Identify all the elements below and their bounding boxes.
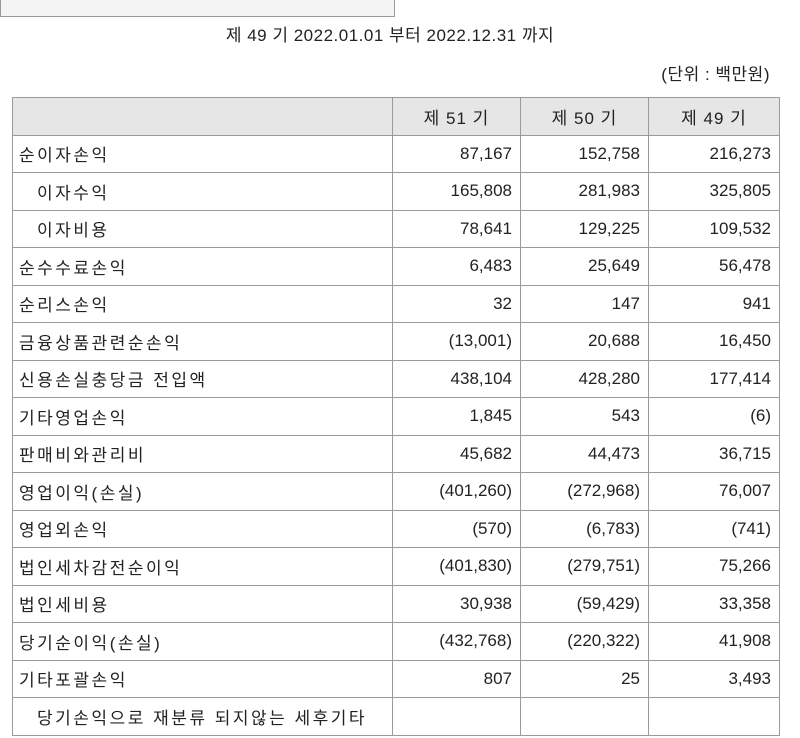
- value-cell: 33,358: [648, 584, 780, 623]
- value-cell: 75,266: [648, 547, 780, 586]
- table-row: 순리스손익 32 147 941: [12, 284, 780, 323]
- value-cell: (279,751): [520, 547, 649, 586]
- row-label: 판매비와관리비: [12, 434, 393, 473]
- value-cell: (6,783): [520, 509, 649, 548]
- row-label: 영업이익(손실): [12, 472, 393, 511]
- row-label: 이자수익: [12, 172, 393, 211]
- table-row: 당기손익으로 재분류 되지않는 세후기타: [12, 697, 780, 736]
- value-cell: 56,478: [648, 247, 780, 286]
- row-label: 법인세차감전순이익: [12, 547, 393, 586]
- value-cell: (432,768): [392, 622, 521, 661]
- value-cell: 1,845: [392, 397, 521, 436]
- table-row: 신용손실충당금 전입액 438,104 428,280 177,414: [12, 359, 780, 398]
- value-cell: 30,938: [392, 584, 521, 623]
- value-cell: 76,007: [648, 472, 780, 511]
- row-label: 순리스손익: [12, 284, 393, 323]
- value-cell: 543: [520, 397, 649, 436]
- header-cell: 제 50 기: [520, 97, 649, 136]
- value-cell: [392, 697, 521, 736]
- value-cell: 78,641: [392, 209, 521, 248]
- value-cell: 807: [392, 659, 521, 698]
- table-row: 판매비와관리비 45,682 44,473 36,715: [12, 434, 780, 473]
- value-cell: 44,473: [520, 434, 649, 473]
- value-cell: 45,682: [392, 434, 521, 473]
- row-label: 영업외손익: [12, 509, 393, 548]
- value-cell: 32: [392, 284, 521, 323]
- header-cell: [12, 97, 393, 136]
- table-row: 기타영업손익 1,845 543 (6): [12, 397, 780, 436]
- table-row: 금융상품관련순손익 (13,001) 20,688 16,450: [12, 322, 780, 361]
- value-cell: 428,280: [520, 359, 649, 398]
- value-cell: (401,830): [392, 547, 521, 586]
- row-label: 순수수료손익: [12, 247, 393, 286]
- value-cell: 3,493: [648, 659, 780, 698]
- unit: (단위 : 백만원): [661, 65, 770, 84]
- row-label: 기타영업손익: [12, 397, 393, 436]
- table-row: 영업외손익 (570) (6,783) (741): [12, 509, 780, 548]
- value-cell: (401,260): [392, 472, 521, 511]
- row-label: 순이자손익: [12, 134, 393, 173]
- value-cell: 25,649: [520, 247, 649, 286]
- value-cell: 109,532: [648, 209, 780, 248]
- row-label: 이자비용: [12, 209, 393, 248]
- value-cell: (220,322): [520, 622, 649, 661]
- table-row: 영업이익(손실) (401,260) (272,968) 76,007: [12, 472, 780, 511]
- value-cell: (6): [648, 397, 780, 436]
- value-cell: (13,001): [392, 322, 521, 361]
- row-label: 금융상품관련순손익: [12, 322, 393, 361]
- table-row: 당기순이익(손실) (432,768) (220,322) 41,908: [12, 622, 780, 661]
- value-cell: 216,273: [648, 134, 780, 173]
- table-row: 순이자손익 87,167 152,758 216,273: [12, 134, 780, 173]
- header-cell: 제 49 기: [648, 97, 780, 136]
- value-cell: 147: [520, 284, 649, 323]
- table-row: 순수수료손익 6,483 25,649 56,478: [12, 247, 780, 286]
- table-row: 법인세차감전순이익 (401,830) (279,751) 75,266: [12, 547, 780, 586]
- table-row: 이자수익 165,808 281,983 325,805: [12, 172, 780, 211]
- value-cell: (272,968): [520, 472, 649, 511]
- value-cell: 25: [520, 659, 649, 698]
- value-cell: 281,983: [520, 172, 649, 211]
- value-cell: 152,758: [520, 134, 649, 173]
- value-cell: 41,908: [648, 622, 780, 661]
- row-label: 기타포괄손익: [12, 659, 393, 698]
- table-row: 이자비용 78,641 129,225 109,532: [12, 209, 780, 248]
- row-label: 당기순이익(손실): [12, 622, 393, 661]
- value-cell: 438,104: [392, 359, 521, 398]
- value-cell: 36,715: [648, 434, 780, 473]
- value-cell: 6,483: [392, 247, 521, 286]
- period: 제 49 기 2022.01.01 부터 2022.12.31 까지: [225, 26, 555, 45]
- header-cell: 제 51 기: [392, 97, 521, 136]
- value-cell: 16,450: [648, 322, 780, 361]
- value-cell: 165,808: [392, 172, 521, 211]
- table-row: 법인세비용 30,938 (59,429) 33,358: [12, 584, 780, 623]
- table-body: 순이자손익 87,167 152,758 216,273 이자수익 165,808 281,…: [12, 134, 780, 736]
- value-cell: [648, 697, 780, 736]
- value-cell: 129,225: [520, 209, 649, 248]
- row-label: 당기손익으로 재분류 되지않는 세후기타: [12, 697, 393, 736]
- value-cell: 87,167: [392, 134, 521, 173]
- row-label: 법인세비용: [12, 584, 393, 623]
- value-cell: (59,429): [520, 584, 649, 623]
- value-cell: 20,688: [520, 322, 649, 361]
- value-cell: [520, 697, 649, 736]
- top-control: [0, 0, 395, 17]
- value-cell: 941: [648, 284, 780, 323]
- value-cell: (570): [392, 509, 521, 548]
- value-cell: 325,805: [648, 172, 780, 211]
- row-label: 신용손실충당금 전입액: [12, 359, 393, 398]
- value-cell: 177,414: [648, 359, 780, 398]
- value-cell: (741): [648, 509, 780, 548]
- table-row: 기타포괄손익 807 25 3,493: [12, 659, 780, 698]
